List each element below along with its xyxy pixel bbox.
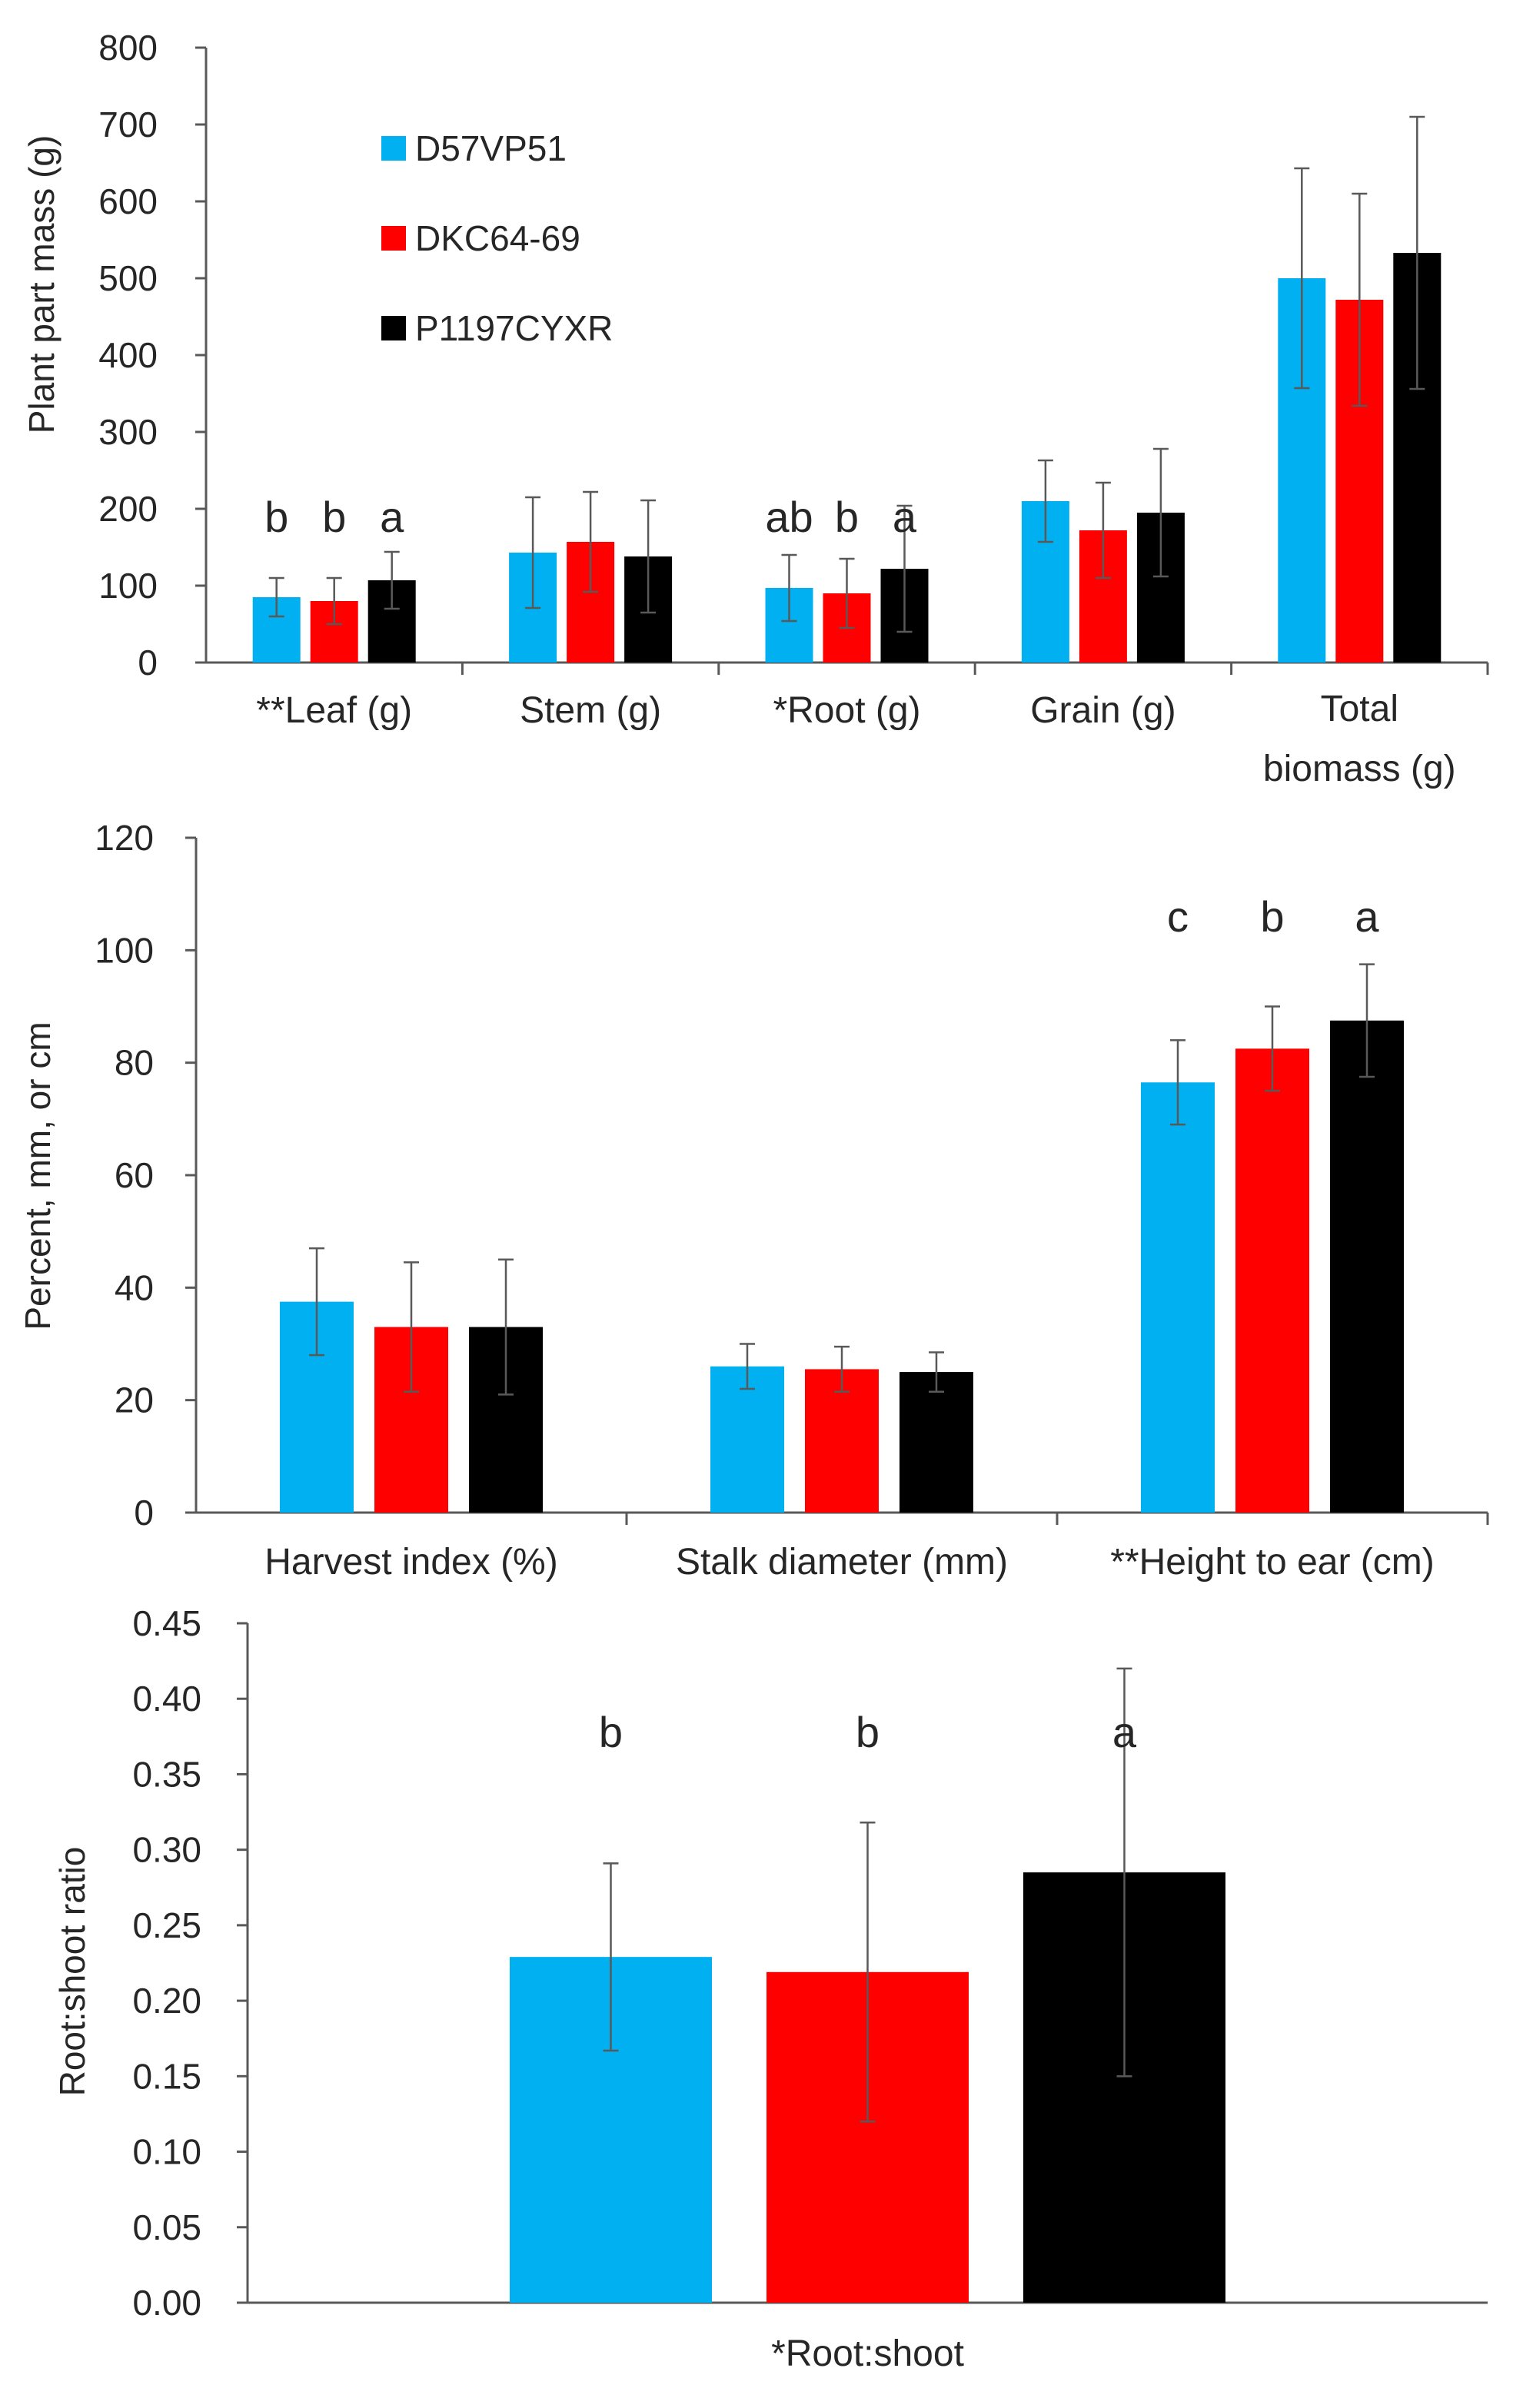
category-label: Total biomass (g) [1263,689,1456,789]
significance-letter: b [1260,892,1284,941]
bar-d57vp51 [710,1366,784,1513]
category-label: **Leaf (g) [256,690,412,731]
error-bar [1116,1667,1132,2078]
y-tick-label: 0.40 [132,1679,201,1719]
category-label: *Root:shoot [771,2333,964,2374]
significance-letter: b [264,493,288,541]
y-tick-label: 0.35 [132,1754,201,1794]
y-tick-label: 0.00 [132,2283,201,2323]
legend-label: P1197CYXR [415,308,613,348]
y-tick-label: 0.25 [132,1905,201,1945]
legend-label: DKC64-69 [415,218,580,258]
y-tick-label: 120 [95,818,154,858]
bar-d57vp51 [1141,1082,1215,1513]
legend-swatch [381,226,406,251]
y-tick-label: 400 [98,335,158,375]
significance-letter: a [380,493,404,541]
bar-dkc64-69 [1235,1048,1309,1513]
chart-1: 0 100 200 300 400 500 600 700 800 Plant part mass… [22,28,1489,789]
error-bar [1409,115,1425,390]
significance-letter: b [856,1708,880,1756]
error-bar [404,1261,419,1393]
significance-letter: b [322,493,346,541]
y-tick-label: 0.20 [132,1981,201,2021]
error-bar [498,1258,514,1396]
bar-dkc64-69 [805,1369,879,1513]
y-tick-label: 0.15 [132,2056,201,2096]
y-tick-label: 40 [115,1267,154,1307]
legend: D57VP51 DKC64-69 P1197CYXR [381,128,613,348]
error-bar [1359,963,1375,1078]
error-bar [384,550,400,610]
y-tick-label: 0 [134,1493,154,1533]
y-tick-label: 800 [98,28,158,68]
error-bar [740,1343,755,1390]
y-axis-title: Plant part mass (g) [22,135,62,434]
y-tick-label: 20 [115,1380,154,1420]
y-tick-label: 200 [98,489,158,529]
significance-letter: a [1112,1708,1137,1756]
error-bar [1037,459,1053,543]
y-tick-label: 0.30 [132,1830,201,1870]
y-tick-label: 600 [98,181,158,221]
legend-label: D57VP51 [415,128,567,168]
significance-letter: ab [765,493,813,541]
error-bar [525,496,541,609]
error-bar [603,1862,619,2052]
error-bar [781,553,797,623]
y-tick-label: 0 [138,643,158,683]
category-label: Harvest index (%) [264,1542,557,1583]
error-bar [860,1822,876,2123]
error-bar [1265,1005,1280,1092]
y-tick-label: 0.45 [132,1603,201,1643]
bar-p1197cyxr [1330,1020,1404,1513]
category-label: **Height to ear (cm) [1110,1542,1434,1583]
error-bar [1294,167,1310,390]
y-tick-label: 60 [115,1155,154,1195]
category-label: Stem (g) [520,690,661,731]
error-bar [268,576,284,618]
y-tick-label: 80 [115,1043,154,1083]
y-tick-label: 0.10 [132,2132,201,2172]
y-tick-label: 100 [95,930,154,970]
significance-letter: b [599,1708,623,1756]
y-axis-title: Percent, mm, or cm [18,1021,58,1330]
y-tick-label: 300 [98,412,158,452]
error-bar [929,1351,944,1393]
chart-2: 0 20 40 60 80 100 120 Percent, mm, or cm Harvest… [18,818,1489,1583]
significance-letter: c [1167,892,1189,941]
legend-swatch [381,136,406,161]
error-bar [640,499,657,614]
chart-3: 0.00 0.05 0.10 0.15 0.20 0.25 0.30 0.35 0.40 0.45… [52,1603,1488,2374]
y-tick-label: 0.05 [132,2207,201,2247]
error-bar [839,557,855,629]
bar-p1197cyxr [900,1372,973,1513]
error-bar [1152,447,1169,578]
y-axis-title: Root:shoot ratio [52,1847,92,2097]
y-tick-label: 700 [98,105,158,144]
error-bar [1095,481,1111,580]
error-bar [1352,192,1368,407]
significance-letter: a [893,493,917,541]
error-bar [896,504,913,633]
error-bar [309,1247,324,1357]
category-label: *Root (g) [773,690,920,731]
y-tick-label: 500 [98,258,158,298]
error-bar [834,1345,850,1393]
error-bar [326,576,342,626]
category-label-line: Total [1321,689,1398,729]
category-label: Grain (g) [1030,690,1176,731]
significance-letter: b [835,493,859,541]
significance-letter: a [1355,892,1379,941]
y-tick-label: 100 [98,566,158,606]
error-bar [1170,1039,1185,1126]
category-label: Stalk diameter (mm) [676,1542,1008,1583]
category-label-line: biomass (g) [1263,749,1456,789]
error-bar [583,490,599,593]
legend-swatch [381,316,406,340]
